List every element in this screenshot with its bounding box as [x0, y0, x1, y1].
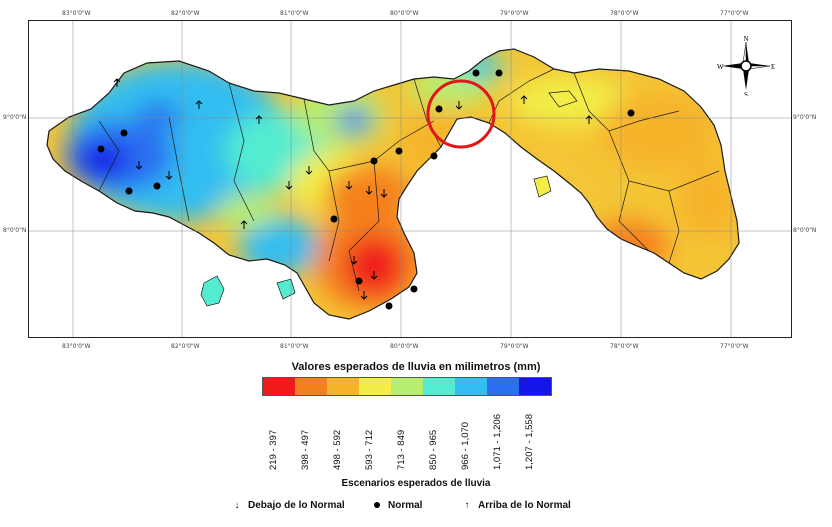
normal-marker [153, 182, 161, 190]
compass-rose-icon: N S W E [717, 36, 775, 96]
compass-n: N [743, 36, 748, 43]
normal-marker [435, 105, 443, 113]
above-normal-markers [113, 78, 593, 229]
lon-tick: 81°0'0"W [280, 343, 309, 350]
legend-swatch [455, 378, 487, 395]
compass-w: W [717, 63, 724, 71]
graticule [29, 21, 791, 337]
legend-range: 966 - 1,070 [455, 400, 487, 470]
lon-tick: 78°0'0"W [610, 10, 639, 17]
normal-marker [410, 285, 418, 293]
lat-tick: 8°0'0"N [3, 227, 27, 234]
highlight-circle [426, 79, 496, 149]
legend-swatch [487, 378, 519, 395]
compass-e: E [771, 63, 775, 71]
normal-marker [430, 152, 438, 160]
normal-marker [120, 129, 128, 137]
legend-range: 498 - 592 [327, 400, 359, 470]
lon-tick: 77°0'0"W [720, 10, 749, 17]
legend-range-label: 219 - 397 [268, 429, 279, 470]
legend-swatch [519, 378, 551, 395]
lon-tick: 82°0'0"W [171, 10, 200, 17]
scenarios-title: Escenarios esperados de lluvia [341, 478, 491, 489]
legend-range: 398 - 497 [295, 400, 327, 470]
lon-tick: 78°0'0"W [610, 343, 639, 350]
lat-tick: 9°0'0"N [793, 114, 817, 121]
legend-range-label: 593 - 712 [364, 429, 375, 470]
legend-range: 593 - 712 [359, 400, 391, 470]
normal-marker [97, 145, 105, 153]
district-boundaries [46, 48, 740, 320]
normal-marker [330, 215, 338, 223]
islands [200, 90, 578, 307]
rainfall-surface [47, 49, 739, 319]
lat-tick: 8°0'0"N [793, 227, 817, 234]
normal-marker [370, 157, 378, 165]
legend-range-label: 1,071 - 1,206 [492, 414, 503, 470]
scenario-above-label: Arriba de lo Normal [478, 500, 571, 511]
color-legend [262, 377, 552, 396]
legend-range: 713 - 849 [391, 400, 423, 470]
lon-tick: 79°0'0"W [500, 10, 529, 17]
legend-swatch [391, 378, 423, 395]
normal-marker [125, 187, 133, 195]
legend-swatch [295, 378, 327, 395]
lon-tick: 80°0'0"W [390, 10, 419, 17]
legend-range: 1,207 - 1,558 [519, 400, 551, 470]
legend-range-label: 398 - 497 [300, 429, 311, 470]
arrow-up-icon: ↑ [464, 500, 470, 511]
scenario-markers [97, 69, 635, 310]
legend-title: Valores esperados de lluvia en milimetro… [291, 361, 541, 373]
dot-icon [370, 500, 384, 511]
lon-tick: 79°0'0"W [500, 343, 529, 350]
below-normal-markers [135, 101, 463, 300]
map-frame: 83°0'0"W 82°0'0"W 81°0'0"W 80°0'0"W 79°0… [3, 10, 816, 350]
lon-tick: 82°0'0"W [171, 343, 200, 350]
legend-range: 219 - 397 [263, 400, 295, 470]
normal-marker [385, 302, 393, 310]
legend-range-label: 1,207 - 1,558 [524, 414, 535, 470]
lat-tick: 9°0'0"N [3, 114, 27, 121]
legend-range: 1,071 - 1,206 [487, 400, 519, 470]
scenario-below: ↓ Debajo de lo Normal [230, 500, 345, 511]
legend-range: 850 - 965 [423, 400, 455, 470]
legend-range-label: 966 - 1,070 [460, 421, 471, 470]
legend-range-label: 498 - 592 [332, 429, 343, 470]
legend-swatch [359, 378, 391, 395]
legend-swatch [263, 378, 295, 395]
lon-tick: 77°0'0"W [720, 343, 749, 350]
lon-tick: 81°0'0"W [280, 10, 309, 17]
lon-tick: 83°0'0"W [62, 343, 91, 350]
scenario-normal-label: Normal [388, 500, 423, 511]
legend-swatch [423, 378, 455, 395]
arrow-down-icon: ↓ [234, 500, 240, 511]
scenario-above: ↑ Arriba de lo Normal [460, 500, 571, 511]
legend-range-label: 850 - 965 [428, 429, 439, 470]
legend-swatch [327, 378, 359, 395]
lon-tick: 80°0'0"W [390, 343, 419, 350]
legend-range-label: 713 - 849 [396, 429, 407, 470]
lon-tick: 83°0'0"W [62, 10, 91, 17]
scenario-normal: Normal [370, 500, 422, 511]
panama-rainfall-map [29, 21, 791, 337]
normal-marker [395, 147, 403, 155]
normal-marker [627, 109, 635, 117]
normal-marker [472, 69, 480, 77]
scenario-below-label: Debajo de lo Normal [248, 500, 345, 511]
normal-marker [355, 277, 363, 285]
normal-marker [495, 69, 503, 77]
compass-s: S [744, 91, 748, 96]
